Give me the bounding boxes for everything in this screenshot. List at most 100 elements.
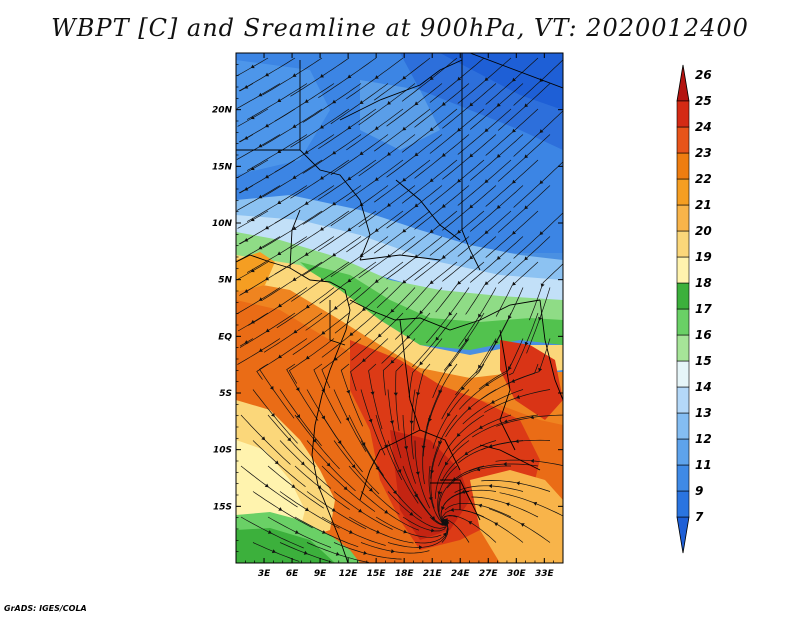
streamline-arrow	[274, 460, 279, 465]
streamline-arrow	[409, 511, 414, 516]
lat-label: 10N	[212, 219, 233, 229]
streamline-arrow	[250, 217, 255, 222]
streamline-arrow	[343, 486, 348, 490]
streamline-arrow	[387, 151, 391, 156]
streamline-arrow	[524, 256, 529, 261]
streamline-arrow	[244, 340, 249, 344]
streamline-arrow	[438, 389, 443, 394]
streamline-arrow	[438, 440, 442, 445]
streamline-arrow	[258, 245, 263, 250]
streamline-arrow	[292, 175, 297, 179]
streamline-arrow	[445, 461, 449, 466]
streamline-arrow	[416, 392, 421, 396]
lon-label: 21E	[423, 569, 443, 579]
streamline-arrow	[512, 281, 516, 286]
streamline-arrow	[419, 361, 424, 366]
streamline-arrow	[250, 115, 255, 120]
streamline-arrow	[457, 280, 462, 285]
streamline-arrow	[484, 77, 489, 81]
colorbar-label: 16	[695, 328, 712, 342]
streamline-arrow	[484, 179, 489, 183]
streamline-arrow	[300, 461, 305, 466]
streamline-arrow	[376, 529, 380, 534]
streamline-arrow	[484, 230, 489, 234]
colorbar-label: 22	[695, 172, 712, 186]
streamline-arrow	[304, 201, 309, 205]
streamline-arrow	[374, 279, 379, 283]
colorbar-bin	[676, 490, 690, 518]
colorbar-label: 19	[695, 250, 712, 264]
streamline-arrow	[468, 521, 473, 525]
streamline-arrow	[258, 92, 263, 97]
streamline-arrow	[332, 252, 337, 257]
streamline-arrow	[494, 340, 499, 345]
lon-label: 33E	[535, 569, 555, 579]
colorbar-label: 15	[695, 354, 712, 368]
streamline-arrow	[317, 485, 322, 489]
colorbar-label: 13	[695, 406, 712, 420]
streamline-arrow	[264, 483, 269, 488]
streamline-arrow	[303, 550, 308, 555]
streamline-arrow	[441, 152, 446, 157]
streamline-arrow	[296, 414, 301, 419]
streamline-arrow	[444, 518, 448, 523]
streamline-arrow	[508, 315, 512, 320]
streamline-arrow	[347, 176, 352, 181]
streamline-arrow	[287, 437, 292, 442]
streamline-arrow	[441, 254, 446, 259]
streamline-arrow	[265, 72, 270, 77]
lat-label: EQ	[218, 332, 232, 342]
streamline-arrow	[361, 442, 366, 447]
streamline-arrow	[397, 469, 402, 473]
streamline-arrow	[442, 532, 447, 537]
streamline-arrow	[450, 507, 454, 512]
streamline-arrow	[333, 356, 338, 361]
streamline-arrow	[524, 103, 529, 108]
streamline-arrow	[269, 386, 274, 390]
streamline-arrow	[384, 509, 389, 514]
streamline-arrow	[447, 412, 451, 417]
lat-label: 15S	[213, 502, 232, 512]
streamline-arrow	[277, 251, 282, 255]
lat-label: 5S	[219, 389, 232, 399]
streamline-arrow	[347, 74, 352, 79]
streamline-arrow	[404, 446, 409, 450]
streamline-arrow	[403, 529, 408, 534]
streamline-arrow	[349, 530, 353, 534]
streamline-arrow	[530, 458, 534, 463]
grads-credit: GrADS: IGES/COLA	[4, 604, 87, 613]
streamline-arrow	[503, 462, 507, 467]
lat-label: 15N	[212, 162, 233, 172]
streamline-arrow	[304, 150, 309, 154]
streamline-arrow	[393, 392, 398, 397]
streamline-arrow	[377, 333, 382, 338]
colorbar-bin	[676, 386, 690, 414]
streamline-arrow	[295, 387, 300, 392]
streamline-arrow	[349, 332, 354, 336]
streamline-arrow	[291, 484, 296, 488]
colorbar-top-arrow	[676, 64, 690, 102]
streamline-arrow	[321, 530, 326, 534]
streamline-arrow	[292, 277, 297, 281]
colorbar-label: 7	[695, 510, 704, 524]
streamline-arrow	[431, 528, 435, 533]
streamline-arrow	[484, 128, 489, 132]
colorbar-label: 20	[695, 224, 712, 238]
streamline-arrow	[320, 175, 324, 180]
streamline-arrow	[278, 507, 283, 511]
streamline-arrow	[359, 151, 364, 155]
lon-label: 18E	[395, 569, 415, 579]
streamline-arrow	[265, 225, 270, 230]
lat-label: 10S	[213, 446, 232, 456]
streamline-arrow	[461, 489, 466, 494]
streamline-arrow	[441, 203, 446, 208]
streamline-arrow	[363, 550, 368, 555]
lon-label: 24E	[451, 569, 471, 579]
streamline-arrow	[524, 154, 529, 159]
streamline-arrow	[490, 399, 495, 404]
streamline-arrow	[512, 128, 516, 133]
streamline-arrow	[476, 467, 481, 472]
streamline-arrow	[457, 229, 462, 234]
streamline-arrow	[496, 255, 501, 260]
streamline-arrow	[429, 229, 434, 233]
